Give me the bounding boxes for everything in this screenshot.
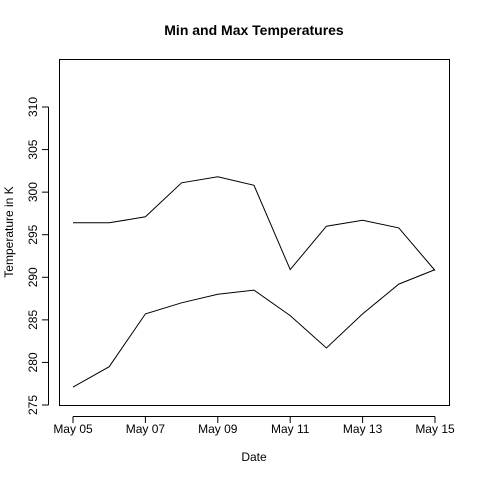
series-line-1 (73, 176, 436, 271)
x-tick-label: May 15 (415, 422, 455, 436)
x-tick-label: May 07 (126, 422, 166, 436)
y-tick-label: 305 (26, 139, 40, 159)
x-tick-label: May 13 (343, 422, 383, 436)
x-tick-label: May 05 (53, 422, 93, 436)
y-tick-label: 295 (26, 224, 40, 244)
x-tick-label: May 11 (271, 422, 310, 436)
plot-frame (59, 59, 450, 406)
y-tick-label: 310 (26, 97, 40, 117)
y-tick-label: 280 (26, 352, 40, 372)
y-axis: 275 280 285 290 295 300 305 310 (26, 97, 49, 415)
y-tick-label: 285 (26, 310, 40, 330)
y-tick-label: 300 (26, 182, 40, 202)
x-axis-label: Date (241, 450, 267, 464)
x-tick-label: May 09 (198, 422, 238, 436)
series-line-2 (72, 269, 436, 388)
y-tick-label: 275 (26, 395, 40, 415)
chart-title: Min and Max Temperatures (164, 22, 344, 38)
x-axis: May 05 May 07 May 09 May 11 May 13 May 15 (53, 416, 455, 436)
y-axis-label: Temperature in K (2, 186, 16, 277)
y-tick-label: 290 (26, 267, 40, 287)
series-layer (72, 176, 436, 388)
